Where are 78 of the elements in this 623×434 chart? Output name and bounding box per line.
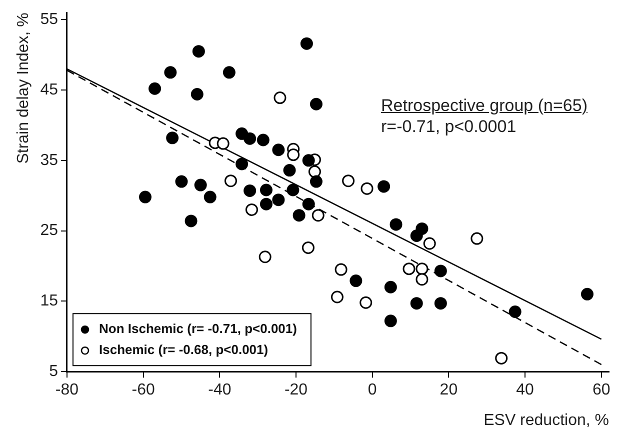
y-tick-label: 15 <box>40 292 58 310</box>
legend-label: Ischemic (r= -0.68, p<0.001) <box>98 342 268 358</box>
x-tick-label: 60 <box>592 382 610 399</box>
point <box>258 250 272 264</box>
x-tick-label: -80 <box>55 382 79 399</box>
point <box>224 174 237 188</box>
point <box>312 209 324 222</box>
point <box>384 280 397 294</box>
annotation: Retrospective group (n=65) <box>381 95 588 116</box>
point <box>274 92 286 104</box>
point <box>166 132 179 144</box>
point <box>580 288 594 300</box>
point <box>272 144 285 156</box>
point <box>410 229 423 242</box>
point <box>260 184 272 196</box>
x-tick-label: -20 <box>284 382 308 399</box>
point <box>342 174 355 188</box>
y-tick-label: 5 <box>49 363 58 380</box>
point <box>384 314 397 328</box>
point <box>272 194 285 206</box>
point <box>245 203 258 216</box>
point <box>308 165 321 178</box>
point <box>287 148 300 162</box>
point <box>256 134 270 146</box>
y-axis-title: Strain delay Index, % <box>15 12 32 164</box>
point <box>236 158 248 170</box>
point <box>508 306 522 318</box>
x-tick-label: 0 <box>368 382 377 399</box>
point <box>138 190 152 204</box>
point <box>310 98 322 110</box>
point <box>204 190 216 204</box>
point <box>283 164 296 177</box>
point <box>244 132 256 145</box>
point <box>190 88 204 101</box>
point <box>300 37 313 50</box>
point <box>194 178 207 192</box>
point <box>292 209 306 222</box>
point <box>360 296 372 309</box>
y-tick-label: 25 <box>40 222 58 240</box>
point <box>350 274 362 288</box>
x-axis-title: ESV reduction, % <box>484 412 609 429</box>
y-tick-label: 35 <box>40 152 58 169</box>
point <box>244 184 256 197</box>
point <box>175 175 188 188</box>
point <box>390 218 402 231</box>
point <box>410 297 423 310</box>
point <box>423 237 436 250</box>
point <box>402 262 416 276</box>
x-tick-label: 20 <box>440 382 458 399</box>
point <box>434 264 447 278</box>
point <box>302 154 315 167</box>
point <box>302 241 314 254</box>
point <box>310 175 322 188</box>
point <box>378 180 390 193</box>
legend-label: Non Ischemic (r= -0.71, p<0.001) <box>98 321 297 336</box>
point <box>260 198 272 210</box>
y-tick-label: 55 <box>40 11 58 28</box>
point <box>302 198 315 210</box>
annotation: r=-0.71, p<0.0001 <box>381 116 518 137</box>
x-tick-label: -40 <box>208 382 232 399</box>
point <box>416 262 428 276</box>
point <box>434 297 447 310</box>
point <box>216 137 230 150</box>
x-tick-label: 40 <box>516 382 534 399</box>
point <box>192 45 205 58</box>
point <box>222 66 236 79</box>
point <box>495 352 508 364</box>
point <box>360 182 374 195</box>
y-tick-label: 45 <box>40 81 58 98</box>
x-tick-label: -60 <box>132 382 155 399</box>
point <box>470 232 484 245</box>
point <box>148 82 162 95</box>
point <box>334 263 348 276</box>
point <box>184 214 198 228</box>
point <box>286 184 300 196</box>
point <box>164 66 177 79</box>
point <box>330 290 344 304</box>
point <box>416 273 428 286</box>
